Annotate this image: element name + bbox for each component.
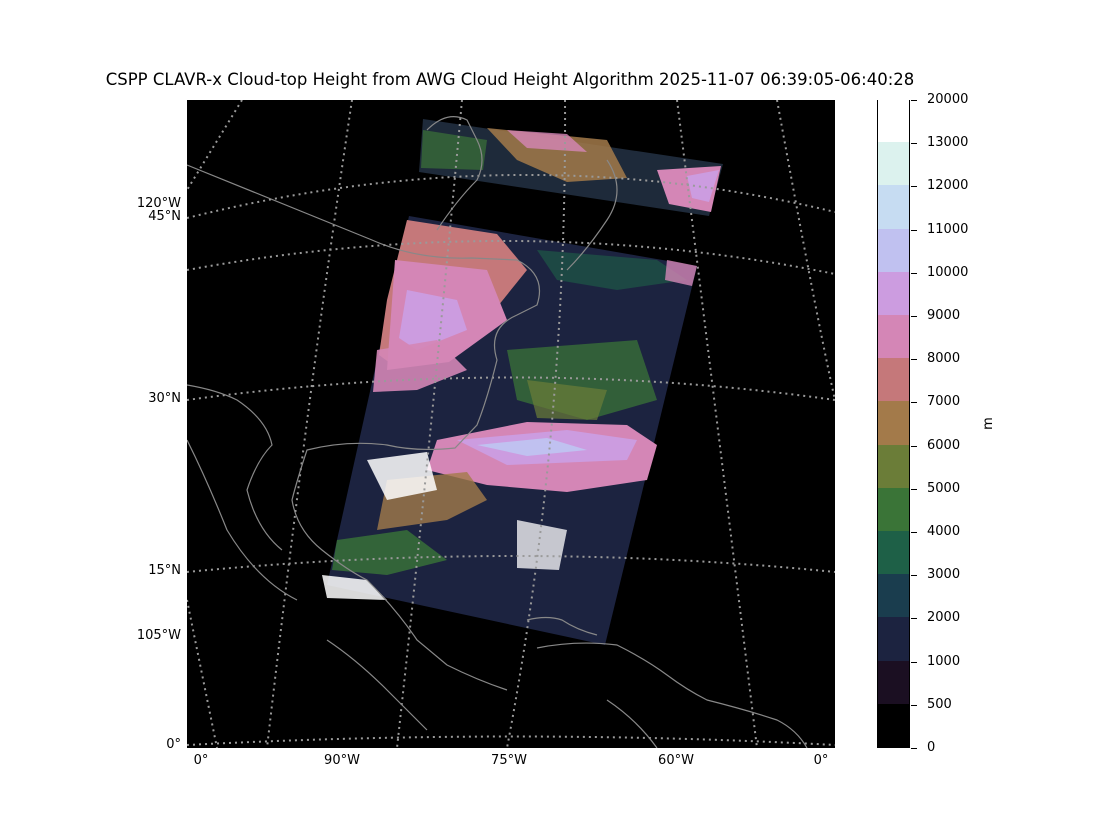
colorbar-segment bbox=[878, 487, 909, 531]
label-0-bottom-right: 0° bbox=[813, 753, 829, 768]
map-title: CSPP CLAVR-x Cloud-top Height from AWG C… bbox=[105, 70, 915, 89]
colorbar-tick-mark bbox=[911, 229, 917, 231]
colorbar-tick-mark bbox=[911, 575, 917, 577]
colorbar-tick-label: 1000 bbox=[927, 653, 961, 669]
label-60w: 60°W bbox=[658, 753, 694, 768]
colorbar-tick-mark bbox=[911, 748, 917, 749]
colorbar-tick-label: 5000 bbox=[927, 480, 961, 496]
colorbar-segment bbox=[878, 142, 909, 186]
colorbar-segment bbox=[878, 703, 909, 747]
label-45n: 45°N bbox=[148, 209, 181, 224]
swath-north bbox=[419, 119, 723, 216]
map-canvas bbox=[187, 100, 835, 748]
colorbar-segment bbox=[878, 315, 909, 359]
colorbar-unit: m bbox=[980, 417, 996, 430]
colorbar-segment bbox=[878, 660, 909, 704]
colorbar-segment bbox=[878, 228, 909, 272]
colorbar-tick-mark bbox=[911, 359, 917, 361]
colorbar-tick-mark bbox=[911, 618, 917, 620]
label-120w: 120°W bbox=[136, 196, 181, 211]
colorbar-tick-mark bbox=[911, 402, 917, 404]
graticule bbox=[187, 100, 835, 748]
label-105w: 105°W bbox=[136, 628, 181, 643]
colorbar-segment bbox=[878, 617, 909, 661]
colorbar-tick-label: 500 bbox=[927, 696, 952, 712]
coastlines bbox=[187, 116, 808, 748]
colorbar-tick-label: 6000 bbox=[927, 437, 961, 453]
colorbar-segment bbox=[878, 531, 909, 575]
colorbar-segment bbox=[878, 271, 909, 315]
colorbar-segment bbox=[878, 358, 909, 402]
colorbar-tick-label: 13000 bbox=[927, 135, 969, 151]
colorbar-segment bbox=[878, 185, 909, 229]
colorbar-tick-mark bbox=[911, 532, 917, 533]
colorbar-tick-label: 9000 bbox=[927, 308, 961, 323]
label-0-bottom-left: 0° bbox=[193, 753, 209, 768]
colorbar-tick-label: 12000 bbox=[927, 178, 969, 194]
colorbar-tick-mark bbox=[911, 272, 917, 274]
colorbar-tick-label: 20000 bbox=[927, 92, 969, 107]
colorbar-tick-label: 11000 bbox=[927, 221, 969, 237]
colorbar-tick-label: 0 bbox=[927, 740, 936, 755]
colorbar-tick-mark bbox=[911, 704, 917, 706]
colorbar-tick-label: 10000 bbox=[927, 264, 969, 280]
colorbar-segment bbox=[878, 401, 909, 445]
colorbar-tick-mark bbox=[911, 100, 917, 101]
colorbar-tick-label: 3000 bbox=[927, 567, 961, 583]
colorbar-tick-label: 8000 bbox=[927, 351, 961, 367]
colorbar-tick-mark bbox=[911, 143, 917, 145]
colorbar-segment bbox=[878, 574, 909, 618]
colorbar-tick-label: 2000 bbox=[927, 610, 961, 626]
label-30n: 30°N bbox=[148, 391, 181, 406]
label-90w: 90°W bbox=[324, 753, 360, 768]
colorbar-segment bbox=[878, 444, 909, 488]
colorbar-tick-mark bbox=[911, 661, 917, 663]
colorbar-tick-mark bbox=[911, 186, 917, 188]
colorbar bbox=[877, 99, 910, 748]
label-0-left: 0° bbox=[166, 737, 181, 752]
colorbar-tick-mark bbox=[911, 488, 917, 490]
colorbar-segment bbox=[878, 99, 909, 143]
colorbar-tick-mark bbox=[911, 316, 917, 317]
colorbar-tick-label: 4000 bbox=[927, 524, 961, 539]
colorbar-tick-label: 7000 bbox=[927, 394, 961, 410]
map-panel bbox=[187, 100, 835, 748]
swath-main bbox=[322, 216, 697, 645]
label-15n: 15°N bbox=[148, 563, 181, 578]
colorbar-tick-mark bbox=[911, 445, 917, 447]
label-75w: 75°W bbox=[491, 753, 527, 768]
